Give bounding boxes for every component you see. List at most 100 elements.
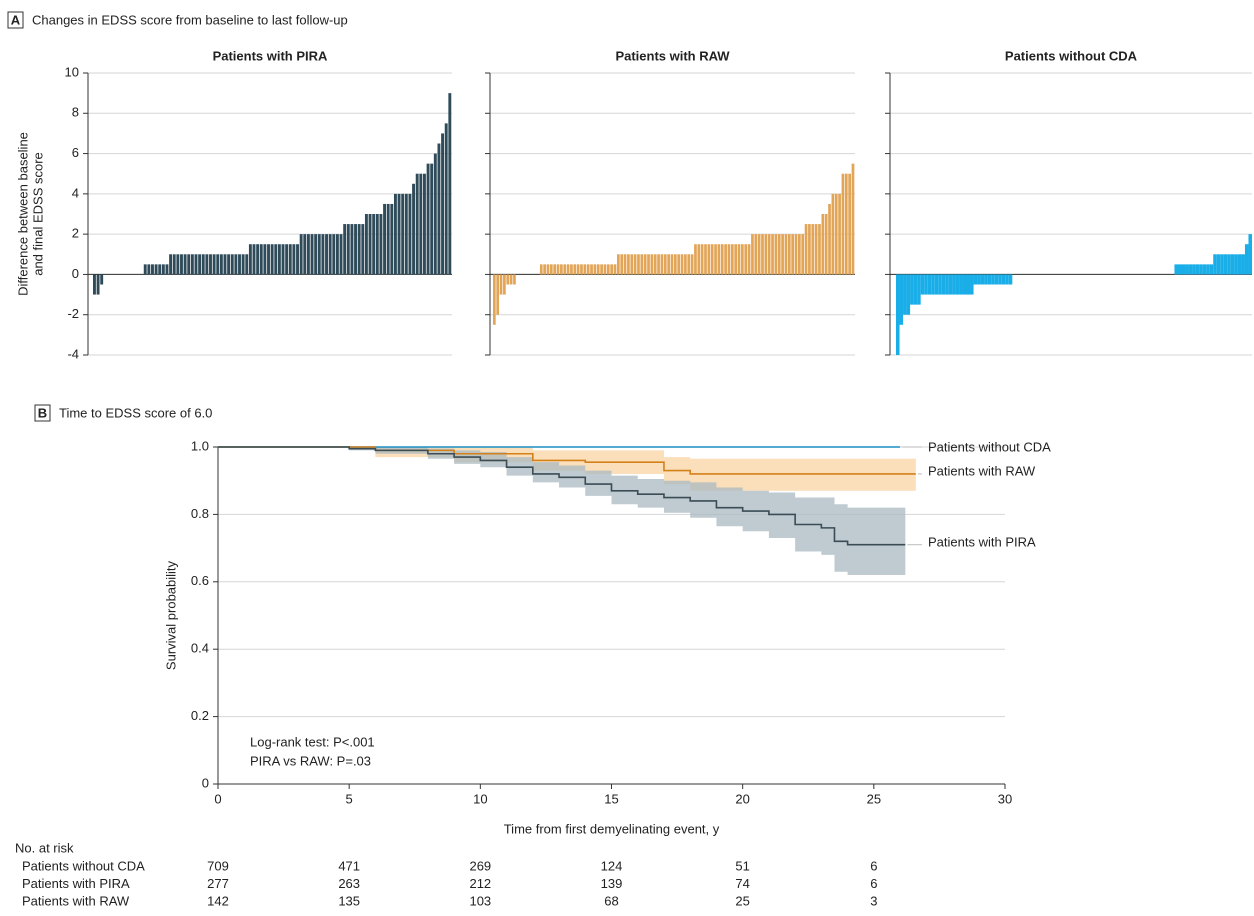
bar bbox=[230, 254, 234, 275]
bar bbox=[219, 254, 223, 275]
bar bbox=[493, 274, 496, 325]
bar bbox=[741, 244, 744, 275]
panel-label-box bbox=[7, 11, 24, 29]
bar bbox=[991, 274, 995, 285]
bar bbox=[499, 274, 503, 295]
bar bbox=[543, 264, 546, 275]
bar bbox=[831, 193, 835, 275]
bar bbox=[690, 254, 694, 275]
bar bbox=[620, 254, 624, 275]
bar bbox=[198, 254, 202, 275]
y-tick-label: 1.0 bbox=[191, 438, 209, 453]
y-tick-label: 10 bbox=[65, 64, 79, 79]
bar bbox=[310, 234, 314, 275]
bar bbox=[379, 214, 383, 275]
y-tick-label: 2 bbox=[72, 226, 79, 241]
bar bbox=[415, 173, 419, 275]
bar bbox=[212, 254, 216, 275]
bar bbox=[955, 274, 960, 295]
bar bbox=[583, 264, 587, 275]
bar bbox=[680, 254, 684, 275]
risk-count: 212 bbox=[469, 876, 491, 891]
panel-title: Changes in EDSS score from baseline to l… bbox=[32, 12, 348, 27]
bar bbox=[1005, 274, 1009, 285]
bar bbox=[798, 234, 801, 275]
bar bbox=[747, 244, 751, 275]
bar bbox=[757, 234, 761, 275]
bar bbox=[1195, 264, 1200, 275]
bar bbox=[970, 274, 974, 295]
y-tick-label: 4 bbox=[72, 185, 79, 200]
bar bbox=[670, 254, 674, 275]
bar bbox=[593, 264, 597, 275]
bar bbox=[274, 244, 278, 275]
bar bbox=[851, 163, 855, 275]
bar bbox=[734, 244, 738, 275]
bar bbox=[346, 224, 350, 275]
bar bbox=[176, 254, 180, 275]
bar bbox=[590, 264, 593, 275]
bar bbox=[767, 234, 771, 275]
bar bbox=[422, 173, 426, 275]
bar bbox=[1185, 264, 1189, 275]
bar bbox=[412, 183, 416, 275]
bar bbox=[147, 264, 151, 275]
bar bbox=[606, 264, 610, 275]
risk-count: 103 bbox=[469, 893, 491, 908]
bar bbox=[704, 244, 707, 275]
risk-count: 471 bbox=[338, 858, 360, 873]
bar bbox=[906, 274, 911, 315]
bar bbox=[513, 274, 516, 285]
bar bbox=[952, 274, 956, 295]
bar bbox=[277, 244, 281, 275]
bar bbox=[834, 193, 838, 275]
bar bbox=[503, 274, 506, 295]
bar bbox=[610, 264, 613, 275]
annotation: PIRA vs RAW: P=.03 bbox=[250, 753, 371, 768]
bar bbox=[784, 234, 788, 275]
bar bbox=[1248, 234, 1252, 275]
risk-count: 6 bbox=[870, 876, 877, 891]
bar bbox=[165, 264, 169, 275]
series-label: Patients without CDA bbox=[928, 439, 1051, 454]
bar bbox=[1177, 264, 1182, 275]
bar bbox=[1209, 264, 1214, 275]
bar bbox=[934, 274, 939, 295]
bar bbox=[1223, 254, 1228, 275]
bar bbox=[335, 234, 339, 275]
bar bbox=[216, 254, 220, 275]
bar bbox=[998, 274, 1002, 285]
bar bbox=[774, 234, 778, 275]
bar bbox=[194, 254, 198, 275]
bar bbox=[603, 264, 607, 275]
bar bbox=[448, 93, 452, 275]
bar bbox=[1181, 264, 1186, 275]
bar bbox=[838, 193, 841, 275]
bar bbox=[397, 193, 401, 275]
bar bbox=[899, 274, 904, 325]
risk-count: 142 bbox=[207, 893, 229, 908]
bar bbox=[737, 244, 741, 275]
bar bbox=[281, 244, 285, 275]
bar bbox=[808, 224, 811, 275]
bar bbox=[660, 254, 664, 275]
bar bbox=[848, 173, 851, 275]
y-tick-label: -4 bbox=[67, 346, 79, 361]
bar bbox=[437, 143, 441, 275]
bar bbox=[180, 254, 183, 275]
bar bbox=[962, 274, 967, 295]
bar bbox=[1199, 264, 1203, 275]
bar bbox=[252, 244, 256, 275]
bar bbox=[1220, 254, 1224, 275]
bar bbox=[419, 173, 423, 275]
bar bbox=[730, 244, 734, 275]
bar bbox=[386, 203, 390, 275]
bar bbox=[161, 264, 165, 275]
bar bbox=[650, 254, 654, 275]
risk-row-name: Patients without CDA bbox=[22, 858, 145, 873]
y-tick-label: 6 bbox=[72, 145, 79, 160]
bar bbox=[317, 234, 321, 275]
panel-label: A bbox=[11, 12, 21, 27]
bar bbox=[506, 274, 510, 285]
bar bbox=[96, 274, 100, 295]
